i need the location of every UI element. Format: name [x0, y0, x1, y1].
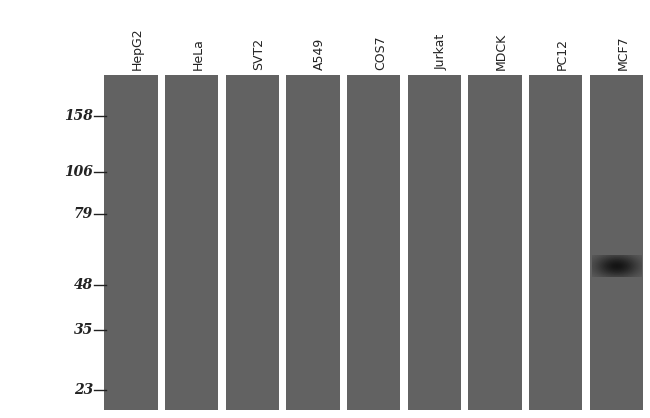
Text: 35: 35	[73, 323, 93, 337]
Bar	[287, 75, 340, 410]
Text: A549: A549	[313, 38, 326, 70]
Text: Jurkat: Jurkat	[434, 34, 447, 70]
Text: SVT2: SVT2	[252, 38, 265, 70]
Text: PC12: PC12	[556, 38, 569, 70]
Bar	[408, 75, 461, 410]
Text: 23: 23	[73, 383, 93, 397]
Text: HeLa: HeLa	[192, 38, 205, 70]
Text: 106: 106	[64, 166, 93, 179]
Text: 79: 79	[73, 207, 93, 221]
Text: 48: 48	[73, 278, 93, 292]
Text: MDCK: MDCK	[495, 33, 508, 70]
Bar	[165, 75, 218, 410]
Text: 158: 158	[64, 109, 93, 123]
Bar	[226, 75, 279, 410]
Text: COS7: COS7	[374, 36, 387, 70]
Bar	[469, 75, 522, 410]
Bar	[590, 75, 643, 410]
Text: MCF7: MCF7	[616, 36, 629, 70]
Bar	[105, 75, 158, 410]
Bar	[347, 75, 400, 410]
Bar	[529, 75, 582, 410]
Text: HepG2: HepG2	[131, 28, 144, 70]
